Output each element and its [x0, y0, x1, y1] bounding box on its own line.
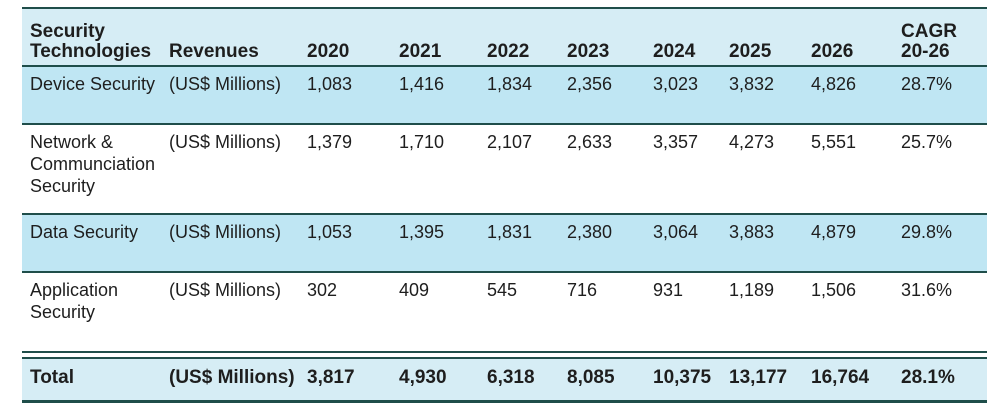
header-year-2020: 2020	[307, 41, 350, 62]
row-unit: (US$ Millions)	[169, 280, 282, 300]
table-cell: 302	[307, 280, 338, 300]
table-cell: 4,879	[811, 222, 857, 242]
table-cell: 1,710	[399, 132, 445, 152]
security-revenue-table: Security Technologies Revenues 2020 2021…	[22, 7, 987, 403]
table-cell: 3,023	[653, 74, 699, 94]
table-cell: 2,633	[567, 132, 613, 152]
header-year-2021: 2021	[399, 41, 442, 62]
table-cell: 3,357	[653, 132, 699, 152]
header-security-technologies: Security Technologies	[30, 21, 152, 62]
table-cell: 1,831	[487, 222, 533, 242]
table-cell: 716	[567, 280, 598, 300]
row-unit: (US$ Millions)	[169, 222, 282, 242]
row-cagr: 29.8%	[901, 222, 953, 242]
total-divider	[22, 353, 987, 359]
row-unit: (US$ Millions)	[169, 74, 282, 94]
row-cagr: 31.6%	[901, 280, 953, 300]
total-cell: 13,177	[729, 367, 788, 388]
table-cell: 2,380	[567, 222, 613, 242]
total-unit: (US$ Millions)	[169, 367, 295, 388]
table-cell: 1,506	[811, 280, 857, 300]
table-row-total: Total (US$ Millions) 3,817 4,930 6,318 8…	[22, 359, 987, 403]
total-label: Total	[30, 367, 74, 388]
table-cell: 1,395	[399, 222, 445, 242]
header-revenues: Revenues	[169, 41, 259, 62]
header-year-2023: 2023	[567, 41, 610, 62]
table-cell: 5,551	[811, 132, 857, 152]
table-cell: 1,416	[399, 74, 445, 94]
table-cell: 545	[487, 280, 518, 300]
row-label: Application Security	[30, 280, 119, 322]
table-cell: 3,064	[653, 222, 699, 242]
row-label: Network & Communciation Security	[30, 132, 156, 196]
row-unit: (US$ Millions)	[169, 132, 282, 152]
total-cell: 8,085	[567, 367, 615, 388]
table-cell: 1,379	[307, 132, 353, 152]
total-cell: 4,930	[399, 367, 447, 388]
table-row-application-security: Application Security (US$ Millions) 302 …	[22, 273, 987, 353]
header-year-2024: 2024	[653, 41, 696, 62]
table-row-network-security: Network & Communciation Security (US$ Mi…	[22, 125, 987, 215]
table-cell: 1,053	[307, 222, 353, 242]
table-header-row: Security Technologies Revenues 2020 2021…	[22, 9, 987, 67]
header-year-2022: 2022	[487, 41, 530, 62]
table-cell: 2,356	[567, 74, 613, 94]
total-cell: 3,817	[307, 367, 355, 388]
table-cell: 4,826	[811, 74, 857, 94]
total-cagr: 28.1%	[901, 367, 955, 388]
row-label: Device Security	[30, 74, 156, 94]
header-cagr: CAGR 20-26	[901, 21, 957, 62]
table-cell: 1,834	[487, 74, 533, 94]
table-cell: 3,883	[729, 222, 775, 242]
table-cell: 2,107	[487, 132, 533, 152]
header-year-2026: 2026	[811, 41, 854, 62]
table-row-device-security: Device Security (US$ Millions) 1,083 1,4…	[22, 67, 987, 125]
total-cell: 6,318	[487, 367, 535, 388]
table-row-data-security: Data Security (US$ Millions) 1,053 1,395…	[22, 215, 987, 273]
row-cagr: 25.7%	[901, 132, 953, 152]
header-year-2025: 2025	[729, 41, 772, 62]
total-cell: 10,375	[653, 367, 712, 388]
table-cell: 1,189	[729, 280, 775, 300]
table-cell: 4,273	[729, 132, 775, 152]
row-label: Data Security	[30, 222, 139, 242]
total-cell: 16,764	[811, 367, 870, 388]
table-cell: 1,083	[307, 74, 353, 94]
table-cell: 931	[653, 280, 684, 300]
table-cell: 409	[399, 280, 430, 300]
row-cagr: 28.7%	[901, 74, 953, 94]
table-cell: 3,832	[729, 74, 775, 94]
